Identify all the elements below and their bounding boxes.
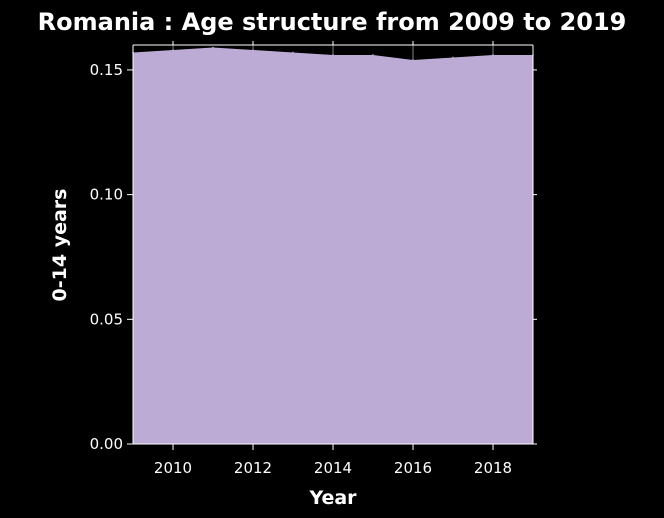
y-tick-label-0.05: 0.05 xyxy=(90,310,123,328)
data-point-2013 xyxy=(292,51,294,54)
data-point-2011 xyxy=(212,46,214,49)
data-point-2018 xyxy=(492,54,494,56)
area-series xyxy=(133,47,533,445)
data-point-2010 xyxy=(172,49,174,51)
data-point-2012 xyxy=(252,49,254,51)
x-tick-label-2016: 2016 xyxy=(394,459,432,477)
x-axis-ticks: 2010 2012 2014 2016 2018 xyxy=(154,41,512,477)
x-tick-label-2012: 2012 xyxy=(234,459,272,477)
chart-title: Romania : Age structure from 2009 to 201… xyxy=(38,8,627,36)
data-point-2017 xyxy=(452,56,454,59)
y-axis-ticks: 0.00 0.05 0.10 0.15 xyxy=(90,61,537,453)
x-tick-label-2014: 2014 xyxy=(314,459,352,477)
y-tick-label-0.15: 0.15 xyxy=(90,61,123,79)
x-axis-label: Year xyxy=(308,487,357,509)
y-tick-label-0.00: 0.00 xyxy=(90,435,123,453)
plot-area xyxy=(132,46,534,445)
x-tick-label-2018: 2018 xyxy=(474,459,512,477)
data-point-2015 xyxy=(372,54,374,56)
data-point-2016 xyxy=(412,59,414,61)
data-point-2014 xyxy=(332,54,334,56)
x-tick-label-2010: 2010 xyxy=(154,459,192,477)
y-tick-label-0.10: 0.10 xyxy=(90,186,123,204)
y-axis-label: 0-14 years xyxy=(49,189,71,302)
